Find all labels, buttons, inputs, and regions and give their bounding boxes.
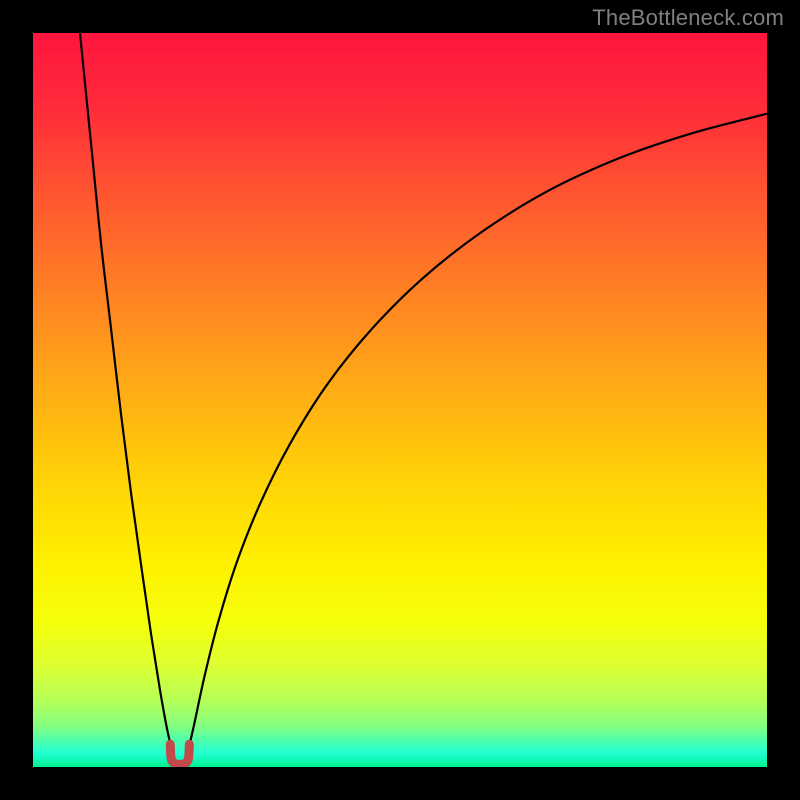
plot-svg	[33, 33, 767, 767]
gradient-background	[33, 33, 767, 767]
chart-frame: TheBottleneck.com	[0, 0, 800, 800]
watermark-text: TheBottleneck.com	[592, 5, 784, 31]
plot-area	[33, 33, 767, 767]
